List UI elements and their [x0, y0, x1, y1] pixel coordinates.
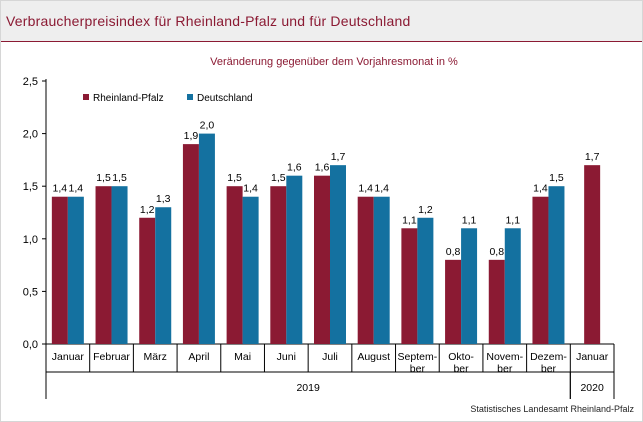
- bar: [584, 165, 601, 344]
- data-label: 1,7: [585, 151, 600, 163]
- data-label: 1,4: [53, 183, 68, 195]
- bar: [139, 217, 156, 344]
- data-label: 1,4: [374, 183, 389, 195]
- bar: [226, 186, 243, 344]
- bar: [330, 165, 346, 344]
- data-label: 1,5: [112, 172, 127, 184]
- x-tick-label: Novem-: [486, 351, 523, 363]
- data-label: 1,5: [549, 172, 564, 184]
- bar: [198, 133, 215, 344]
- x-tick-label: ber: [541, 363, 557, 375]
- bar: [67, 196, 84, 344]
- data-label: 1,1: [462, 214, 477, 226]
- x-tick-label: ber: [453, 363, 469, 375]
- bar: [532, 196, 549, 344]
- legend-swatch: [187, 94, 193, 100]
- x-tick-label: Januar: [52, 351, 85, 363]
- x-tick-label: Juni: [277, 351, 296, 363]
- y-tick-label: 1,5: [23, 181, 38, 193]
- y-tick-label: 1,0: [23, 234, 38, 246]
- data-label: 1,3: [156, 193, 171, 205]
- data-label: 1,9: [184, 130, 199, 142]
- x-tick-label: Septem-: [398, 351, 438, 363]
- x-tick-label: ber: [410, 363, 426, 375]
- bar: [95, 186, 112, 344]
- legend-label: Rheinland-Pfalz: [93, 93, 164, 104]
- bar: [373, 196, 390, 344]
- bar: [357, 196, 374, 344]
- bar: [401, 228, 418, 344]
- x-tick-label: Februar: [93, 351, 130, 363]
- data-label: 1,5: [96, 172, 111, 184]
- data-label: 1,4: [69, 183, 84, 195]
- bar: [155, 207, 172, 344]
- data-label: 1,6: [287, 162, 302, 174]
- bar: [286, 175, 303, 344]
- bar: [548, 186, 565, 344]
- x-tick-label: Januar: [576, 351, 609, 363]
- data-label: 1,5: [227, 172, 242, 184]
- data-label: 1,1: [505, 214, 520, 226]
- x-tick-label: Juli: [322, 351, 338, 363]
- x-tick-label: Dezem-: [530, 351, 567, 363]
- x-tick-label: März: [144, 351, 167, 363]
- year-group-label: 2019: [296, 382, 320, 394]
- year-group-label: 2020: [580, 382, 604, 394]
- source-note: Statistisches Landesamt Rheinland-Pfalz: [470, 404, 634, 414]
- y-tick-label: 0,5: [23, 286, 38, 298]
- y-tick-label: 2,5: [23, 76, 38, 88]
- bar: [504, 228, 521, 344]
- bar: [417, 217, 434, 344]
- bar: [445, 259, 462, 344]
- y-tick-label: 0,0: [23, 339, 38, 351]
- data-label: 0,8: [489, 246, 504, 258]
- title-divider: [1, 41, 642, 42]
- chart-title: Verbraucherpreisindex für Rheinland-Pfal…: [6, 13, 411, 29]
- chart-subtitle: Veränderung gegenüber dem Vorjahresmonat…: [210, 56, 458, 68]
- bar: [270, 186, 287, 344]
- data-label: 2,0: [200, 120, 215, 132]
- data-label: 0,8: [446, 246, 461, 258]
- data-label: 1,4: [533, 183, 548, 195]
- data-label: 1,6: [315, 162, 330, 174]
- x-tick-label: ber: [497, 363, 513, 375]
- bar: [111, 186, 128, 344]
- data-label: 1,2: [140, 204, 155, 216]
- legend-swatch: [83, 94, 89, 100]
- bar: [51, 196, 68, 344]
- data-label: 1,1: [402, 214, 417, 226]
- bar: [488, 259, 505, 344]
- y-tick-label: 2,0: [23, 129, 38, 141]
- bar: [182, 144, 199, 344]
- data-label: 1,7: [331, 151, 346, 163]
- data-label: 1,5: [271, 172, 286, 184]
- data-label: 1,4: [358, 183, 373, 195]
- x-tick-label: Mai: [234, 351, 251, 363]
- x-tick-label: April: [188, 351, 209, 363]
- data-label: 1,4: [243, 183, 258, 195]
- x-tick-label: Okto-: [448, 351, 474, 363]
- data-label: 1,2: [418, 204, 433, 216]
- x-tick-label: August: [357, 351, 390, 363]
- bar: [242, 196, 259, 344]
- bar: [314, 175, 330, 344]
- bar: [461, 228, 478, 344]
- legend-label: Deutschland: [197, 93, 253, 104]
- title-bar: Verbraucherpreisindex für Rheinland-Pfal…: [1, 1, 642, 41]
